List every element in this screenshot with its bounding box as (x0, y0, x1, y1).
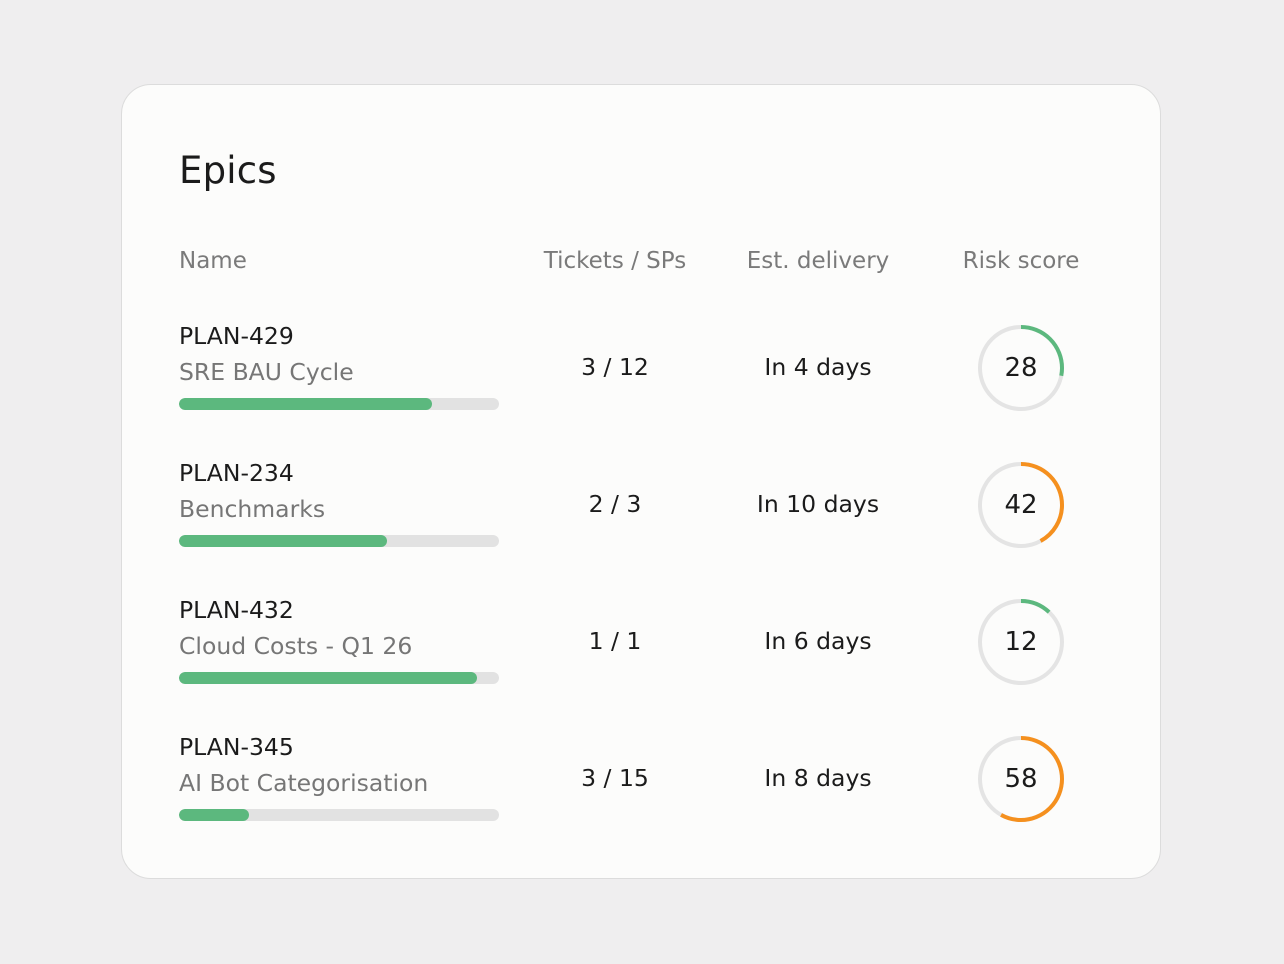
epic-delivery: In 6 days (764, 627, 872, 655)
epic-row[interactable]: PLAN-234 Benchmarks 2 / 3 In 10 days 42 (122, 459, 1160, 596)
column-header-delivery: Est. delivery (746, 248, 890, 274)
epic-tickets: 3 / 15 (581, 764, 649, 792)
epic-row[interactable]: PLAN-429 SRE BAU Cycle 3 / 12 In 4 days 28 (122, 322, 1160, 459)
epic-progress-bar (179, 809, 499, 821)
epic-name: AI Bot Categorisation (179, 769, 429, 797)
epic-tickets: 2 / 3 (588, 490, 642, 518)
risk-score-gauge: 58 (975, 733, 1067, 825)
risk-score-arc (978, 736, 1064, 822)
epic-progress-fill (179, 809, 250, 821)
card-title: Epics (179, 149, 277, 192)
risk-score-arc (978, 325, 1064, 411)
column-header-tickets: Tickets / SPs (543, 248, 687, 274)
risk-score-arc (978, 599, 1064, 685)
epic-progress-bar (179, 398, 499, 410)
epic-row[interactable]: PLAN-345 AI Bot Categorisation 3 / 15 In 8 … (122, 733, 1160, 870)
epic-row[interactable]: PLAN-432 Cloud Costs - Q1 26 1 / 1 In 6 day… (122, 596, 1160, 733)
epic-progress-bar (179, 672, 499, 684)
epic-progress-fill (179, 535, 387, 547)
epic-id: PLAN-432 (179, 596, 294, 624)
risk-score-value: 42 (1004, 490, 1038, 520)
epic-id: PLAN-345 (179, 733, 294, 761)
risk-score-value: 58 (1004, 764, 1038, 794)
epic-delivery: In 10 days (756, 490, 880, 518)
epic-delivery: In 8 days (764, 764, 872, 792)
epic-progress-fill (179, 672, 477, 684)
risk-score-value: 28 (1004, 353, 1038, 383)
epic-id: PLAN-234 (179, 459, 294, 487)
epic-progress-fill (179, 398, 432, 410)
risk-score-gauge: 12 (975, 596, 1067, 688)
epics-card: Epics Name Tickets / SPs Est. delivery R… (121, 84, 1161, 879)
epic-tickets: 3 / 12 (581, 353, 649, 381)
epic-tickets: 1 / 1 (588, 627, 642, 655)
risk-score-gauge: 42 (975, 459, 1067, 551)
epic-name: SRE BAU Cycle (179, 358, 354, 386)
risk-score-value: 12 (1004, 627, 1038, 657)
epic-progress-bar (179, 535, 499, 547)
epic-name: Benchmarks (179, 495, 326, 523)
risk-score-gauge: 28 (975, 322, 1067, 414)
risk-score-ring (978, 736, 1064, 822)
column-header-risk: Risk score (962, 248, 1080, 274)
column-header-name: Name (179, 248, 247, 274)
risk-score-arc (978, 462, 1064, 548)
risk-score-ring (978, 462, 1064, 548)
epic-id: PLAN-429 (179, 322, 294, 350)
risk-score-ring (978, 325, 1064, 411)
risk-score-ring (978, 599, 1064, 685)
epic-delivery: In 4 days (764, 353, 872, 381)
epic-name: Cloud Costs - Q1 26 (179, 632, 413, 660)
